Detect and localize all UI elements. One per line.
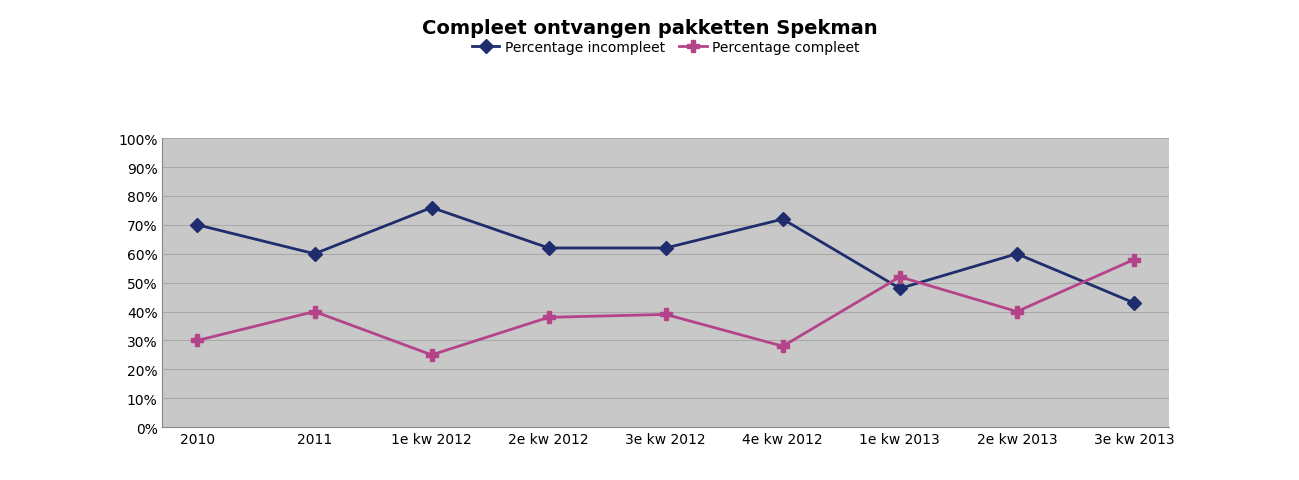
Legend: Percentage incompleet, Percentage compleet: Percentage incompleet, Percentage comple…: [468, 36, 864, 59]
Text: Compleet ontvangen pakketten Spekman: Compleet ontvangen pakketten Spekman: [422, 19, 877, 38]
